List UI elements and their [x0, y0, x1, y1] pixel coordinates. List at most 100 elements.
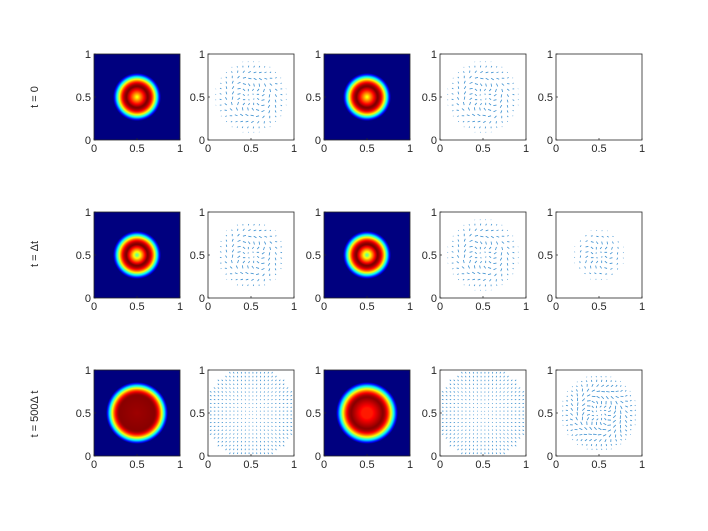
- quiver-arrow-r2-c3-272: [491, 399, 494, 401]
- axes-box-r2-c4: [555, 369, 643, 457]
- quiver-arrow-r2-c1-57: [221, 395, 224, 397]
- quiver-arrow-r2-c1-56: [221, 398, 224, 401]
- quiver-arrow-r1-c3-77: [482, 272, 486, 275]
- quiver-arrow-r2-c3-85: [461, 440, 463, 443]
- quiver-arrow-r2-c3-403: [518, 433, 521, 435]
- quiver-arrow-r1-c4-17: [585, 235, 587, 237]
- quiver-arrow-r2-c1-367: [278, 440, 281, 443]
- quiver-arrow-r2-c4-17: [571, 434, 574, 437]
- quiver-arrow-r2-c3-245: [488, 418, 490, 420]
- quiver-arrow-r2-c1-365: [275, 375, 277, 378]
- quiver-arrow-r2-c1-299: [263, 379, 266, 382]
- axes-box-r2-c1: [207, 369, 295, 457]
- quiver-arrow-r2-c3-145: [468, 379, 471, 382]
- quiver-arrow-r2-c1-412: [286, 398, 289, 401]
- quiver-arrow-r1-c4-71: [617, 241, 619, 243]
- quiver-arrow-r2-c4-26: [571, 390, 573, 392]
- quiver-arrow-r2-c1-301: [263, 371, 266, 374]
- quiver-arrow-r1-c1-77: [255, 267, 260, 269]
- quiver-arrow-r1-c3-8: [451, 251, 454, 253]
- quiver-arrow-r2-c1-426: [290, 395, 293, 397]
- quiver-arrow-r2-c1-155: [240, 425, 243, 427]
- quiver-arrow-r0-c1-15: [224, 103, 228, 106]
- y-tick-label-r2-c2-1: 0.5: [306, 408, 321, 420]
- quiver-arrow-r2-c1-350: [275, 433, 277, 435]
- quiver-arrow-r2-c4-149: [610, 384, 614, 388]
- quiver-arrow-r1-c4-25: [590, 241, 594, 243]
- x-tick-label-r0-c3-1: 0.5: [475, 143, 490, 155]
- quiver-arrow-r1-c1-60: [248, 229, 251, 232]
- quiver-arrow-r2-c3-111: [465, 425, 467, 427]
- quiver-arrow-r2-c1-369: [278, 433, 281, 435]
- x-tick-label-r2-c3-1: 0.5: [475, 459, 490, 471]
- quiver-arrow-r2-c3-427: [522, 391, 525, 393]
- quiver-arrow-r2-c1-128: [236, 444, 239, 447]
- quiver-arrow-r2-c3-404: [518, 429, 521, 431]
- quiver-arrow-r2-c3-364: [507, 379, 509, 382]
- quiver-arrow-r0-c3-117: [500, 110, 503, 114]
- quiver-arrow-r2-c3-349: [507, 437, 509, 439]
- quiver-arrow-r1-c3-55: [474, 241, 479, 243]
- quiver-arrow-r2-c1-362: [275, 387, 277, 389]
- quiver-arrow-r2-c3-416: [522, 433, 525, 435]
- quiver-arrow-r0-c3-121: [501, 88, 503, 93]
- quiver-arrow-r2-c3-248: [488, 406, 490, 408]
- quiver-arrow-r0-c3-48: [472, 120, 476, 123]
- y-tick-label-r2-c2-2: 1: [315, 365, 321, 377]
- quiver-arrow-r2-c1-245: [256, 418, 258, 420]
- quiver-arrow-r2-c1-310: [267, 421, 269, 424]
- quiver-arrow-r1-c1-103: [268, 252, 271, 256]
- quiver-arrow-r2-c4-22: [570, 407, 574, 411]
- quiver-arrow-r0-c3-54: [474, 88, 478, 91]
- quiver-arrow-r2-c4-152: [615, 443, 617, 446]
- quiver-arrow-r2-c1-418: [290, 425, 293, 428]
- quiver-arrow-r1-c4-19: [589, 272, 592, 275]
- quiver-arrow-r2-c1-285: [263, 433, 266, 435]
- quiver-arrow-r1-c3-18: [457, 244, 460, 248]
- x-tick-label-r2-c4-2: 1: [639, 459, 645, 471]
- quiver-arrow-r2-c4-40: [575, 385, 578, 388]
- quiver-arrow-r1-c1-7: [225, 273, 227, 275]
- y-tick-label-r0-c4-2: 1: [547, 49, 553, 61]
- quiver-arrow-r2-c1-140: [237, 399, 239, 401]
- quiver-arrow-r0-c3-29: [463, 86, 467, 90]
- quiver-arrow-r2-c1-415: [286, 387, 289, 389]
- quiver-arrow-r0-c3-7: [451, 98, 454, 101]
- quiver-arrow-r0-c3-13: [457, 115, 459, 117]
- quiver-arrow-r0-c1-35: [235, 120, 238, 123]
- quiver-arrow-r2-c3-309: [499, 425, 501, 427]
- quiver-arrow-r1-c3-32: [463, 229, 465, 231]
- quiver-arrow-r2-c1-330: [271, 429, 273, 431]
- x-tick-label-r1-c0-2: 1: [177, 301, 183, 313]
- quiver-arrow-r1-c1-52: [245, 271, 249, 275]
- quiver-arrow-r1-c1-18: [229, 266, 233, 269]
- subplot-panels: 0 0.5 1 0 0.5 1 0 0.5 1 0 0.5 1 0 0.5 1 0 0.5 1 0 0.5 1 0 0.5 1…: [76, 49, 645, 471]
- quiver-arrow-r2-c1-266: [259, 421, 262, 424]
- quiver-arrow-r1-c4-7: [579, 250, 582, 253]
- quiver-arrow-r2-c3-80: [457, 379, 459, 382]
- quiver-arrow-r2-c3-76: [457, 395, 459, 397]
- quiver-arrow-r2-c4-147: [610, 395, 614, 400]
- quiver-arrow-r2-c1-163: [240, 395, 243, 397]
- quiver-arrow-r2-c3-11: [441, 391, 444, 393]
- quiver-arrow-r2-c1-288: [263, 421, 265, 424]
- quiver-arrow-r0-c1-128: [274, 110, 277, 113]
- quiver-arrow-r2-c3-45: [453, 440, 456, 443]
- x-tick-label-r1-c1-1: 0.5: [243, 301, 258, 313]
- quiver-arrow-r2-c4-131: [605, 396, 609, 400]
- quiver-arrow-r2-c4-187: [625, 405, 629, 408]
- quiver-arrow-r0-c1-117: [268, 110, 271, 114]
- quiver-arrow-r2-c1-399: [282, 387, 285, 389]
- quiver-arrow-r2-c4-127: [604, 413, 607, 416]
- x-tick-label-r1-c4-0: 0: [553, 301, 559, 313]
- quiver-arrow-r2-c1-317: [267, 395, 269, 397]
- quiver-arrow-r1-c1-101: [267, 262, 271, 266]
- quiver-arrow-r2-c3-156: [472, 421, 475, 424]
- quiver-arrow-r2-c4-186: [625, 410, 628, 414]
- y-tick-label-r1-c4-1: 0.5: [538, 250, 553, 262]
- quiver-arrow-r1-c1-116: [275, 235, 277, 237]
- quiver-arrow-r2-c3-49: [453, 425, 456, 428]
- subplot-r0-c2: 0 0.5 1 0 0.5 1: [306, 49, 413, 155]
- quiver-arrow-r2-c1-145: [236, 379, 239, 382]
- quiver-arrow-r2-c3-60: [453, 383, 456, 386]
